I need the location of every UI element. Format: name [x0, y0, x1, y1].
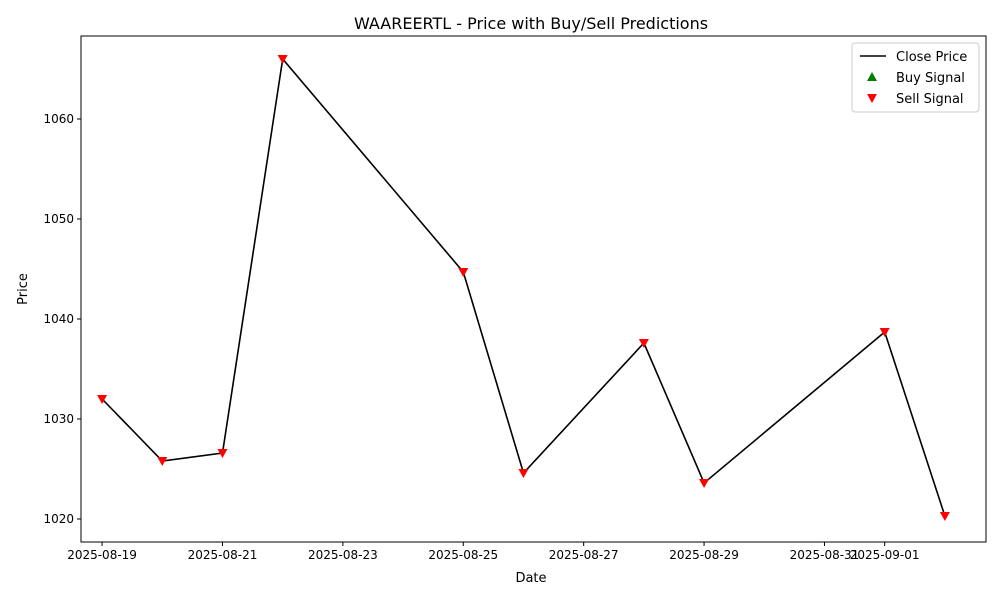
y-axis: 1020 1030 1040 1050 1060 — [43, 112, 81, 526]
x-tick-label: 2025-08-19 — [67, 548, 137, 562]
y-tick-label: 1040 — [43, 312, 74, 326]
sell-signal-point — [157, 457, 168, 466]
legend-swatch-marker — [867, 72, 877, 81]
y-tick-label: 1060 — [43, 112, 74, 126]
legend: Close Price Buy Signal Sell Signal — [851, 42, 980, 113]
sell-signal-point — [458, 268, 469, 277]
y-tick-label: 1050 — [43, 212, 74, 226]
series-layer — [97, 55, 950, 521]
x-axis: 2025-08-19 2025-08-21 2025-08-23 2025-08-25… — [67, 542, 920, 562]
series-line-close-price — [101, 57, 946, 517]
sell-signal-point — [277, 55, 288, 64]
sell-signal-point — [879, 328, 890, 337]
chart-title: WAAREERTL - Price with Buy/Sell Predicti… — [354, 14, 708, 33]
y-tick-label: 1020 — [43, 512, 74, 526]
legend-box — [851, 42, 980, 113]
legend-swatch-marker — [867, 94, 877, 103]
y-axis-label: Price — [16, 273, 31, 305]
sell-signal-point — [97, 395, 108, 404]
y-tick-label: 1030 — [43, 412, 74, 426]
x-tick-label: 2025-08-29 — [669, 548, 739, 562]
sell-signal-point — [638, 339, 649, 348]
x-tick-label: 2025-08-31 — [790, 548, 860, 562]
legend-entry: Close Price — [896, 50, 967, 65]
plot-frame — [80, 35, 987, 543]
legend-entry: Sell Signal — [896, 92, 964, 107]
legend-entry: Buy Signal — [896, 71, 965, 86]
x-axis-label: Date — [515, 571, 546, 586]
sell-signal-point — [699, 479, 710, 488]
x-tick-label: 2025-08-23 — [308, 548, 378, 562]
x-tick-label: 2025-08-27 — [549, 548, 619, 562]
x-tick-label: 2025-09-01 — [850, 548, 920, 562]
plot-area — [80, 35, 987, 543]
sell-signal-point — [217, 449, 228, 458]
x-tick-label: 2025-08-25 — [428, 548, 498, 562]
sell-signal-point — [518, 469, 529, 478]
sell-signal-point — [939, 512, 950, 521]
x-tick-label: 2025-08-21 — [188, 548, 258, 562]
